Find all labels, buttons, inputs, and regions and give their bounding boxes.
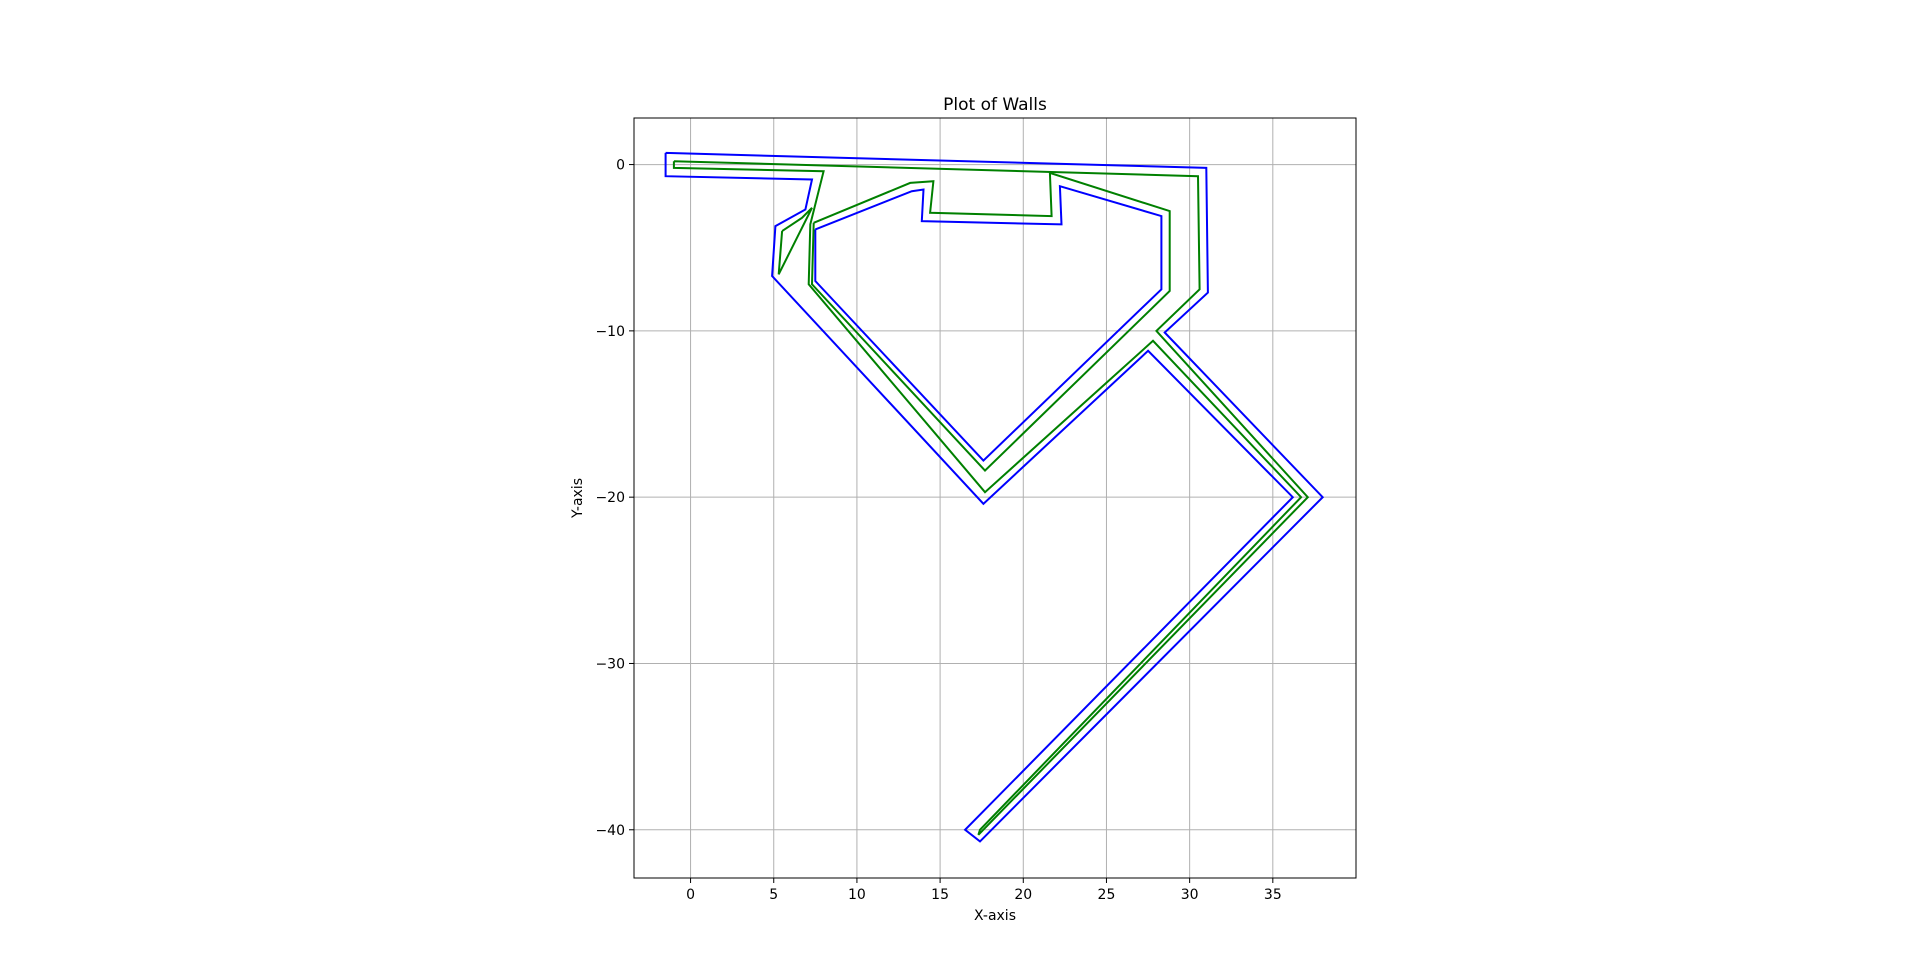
wall-series [664,151,1325,843]
wall-series-line-5 [810,171,1171,473]
y-tick-label: 0 [616,158,625,174]
wall-series-line-3 [672,160,1310,836]
wall-series-line-4 [777,207,813,275]
x-tick-label: 25 [1098,887,1116,903]
wall-series-line-1 [664,151,1325,843]
x-tick-label: 10 [848,887,866,903]
y-tick-label: −40 [595,823,625,839]
y-tick-label: −10 [595,324,625,340]
x-tick-label: 5 [769,887,778,903]
x-tick-label: 30 [1181,887,1199,903]
x-axis-label: X-axis [974,908,1016,924]
x-tick-label: 15 [931,887,949,903]
chart-title: Plot of Walls [943,95,1047,115]
y-axis-label: Y-axis [570,478,586,519]
y-tick-label: −20 [595,490,625,506]
y-tick-label: −30 [595,656,625,672]
plot-frame [633,117,1357,879]
x-tick-label: 20 [1014,887,1032,903]
grid-lines [634,118,1356,878]
x-tick-label: 35 [1264,887,1282,903]
x-tick-label: 0 [686,887,695,903]
axis-ticks: 0 5 10 15 20 25 30 35 0 −10 −20 −30 −40 [595,158,1281,903]
wall-series-line-2 [814,184,1163,463]
